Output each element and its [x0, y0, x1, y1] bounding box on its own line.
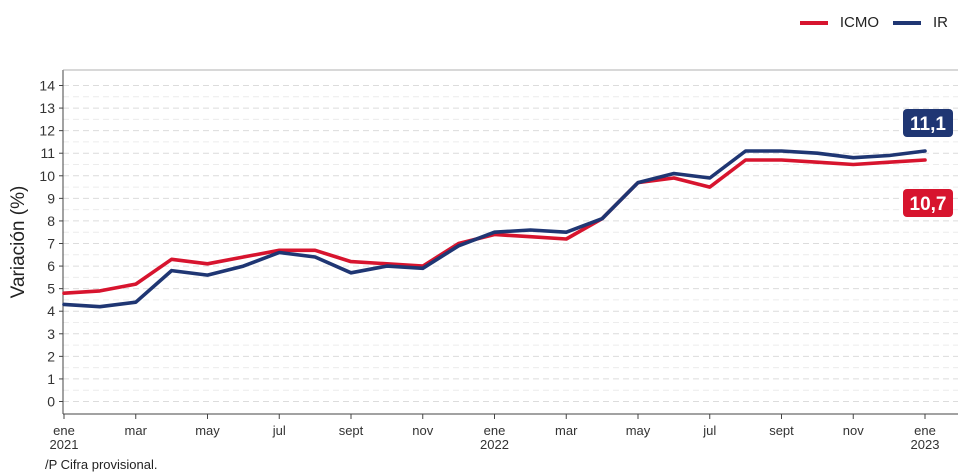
y-tick-label: 13	[39, 100, 55, 116]
x-tick-label: sept	[339, 423, 364, 438]
legend-swatch-icmo	[799, 20, 828, 25]
y-tick-label: 4	[47, 303, 55, 319]
y-tick-label: 5	[47, 281, 55, 297]
y-tick-label: 14	[39, 78, 55, 94]
y-tick-label: 12	[39, 123, 55, 139]
chart-legend: ICMO IR	[786, 14, 948, 31]
legend-item-icmo: ICMO	[799, 14, 879, 31]
y-tick-label: 0	[47, 394, 55, 410]
x-tick-year-label: 2023	[911, 437, 940, 452]
y-tick-label: 11	[40, 145, 55, 161]
legend-swatch-ir	[893, 20, 921, 25]
x-tick-label: jul	[702, 423, 716, 438]
end-label-icmo: 10,7	[910, 194, 947, 215]
x-tick-label: may	[195, 423, 220, 438]
y-tick-label: 6	[47, 258, 55, 274]
end-label-box-icmo	[903, 189, 953, 217]
y-tick-label: 1	[47, 371, 55, 387]
legend-label-icmo: ICMO	[839, 14, 879, 31]
end-label-box-ir	[903, 109, 953, 137]
x-tick-label: ene	[914, 423, 936, 438]
series-line-ir	[62, 149, 927, 309]
y-tick-label: 10	[39, 168, 55, 184]
x-tick-year-label: 2021	[50, 437, 79, 452]
x-tick-label: sept	[769, 423, 794, 438]
y-tick-label: 7	[47, 236, 55, 252]
legend-item-ir: IR	[893, 14, 948, 31]
end-label-ir: 11,1	[910, 114, 946, 135]
x-tick-label: mar	[555, 423, 578, 438]
x-tick-label: jul	[272, 423, 286, 438]
y-tick-label: 9	[47, 190, 55, 206]
footnote: /P Cifra provisional.	[45, 457, 158, 472]
x-tick-year-label: 2022	[480, 437, 509, 452]
y-tick-label: 2	[47, 348, 55, 364]
y-axis-title: Variación (%)	[8, 186, 29, 299]
y-tick-label: 8	[47, 213, 55, 229]
x-tick-label: nov	[412, 423, 433, 438]
y-tick-label: 3	[47, 326, 55, 342]
legend-label-ir: IR	[933, 14, 948, 31]
x-tick-label: mar	[125, 423, 148, 438]
x-tick-label: ene	[53, 423, 75, 438]
series-line-icmo	[62, 158, 927, 296]
x-tick-label: ene	[484, 423, 506, 438]
x-tick-label: may	[626, 423, 651, 438]
x-tick-label: nov	[843, 423, 864, 438]
